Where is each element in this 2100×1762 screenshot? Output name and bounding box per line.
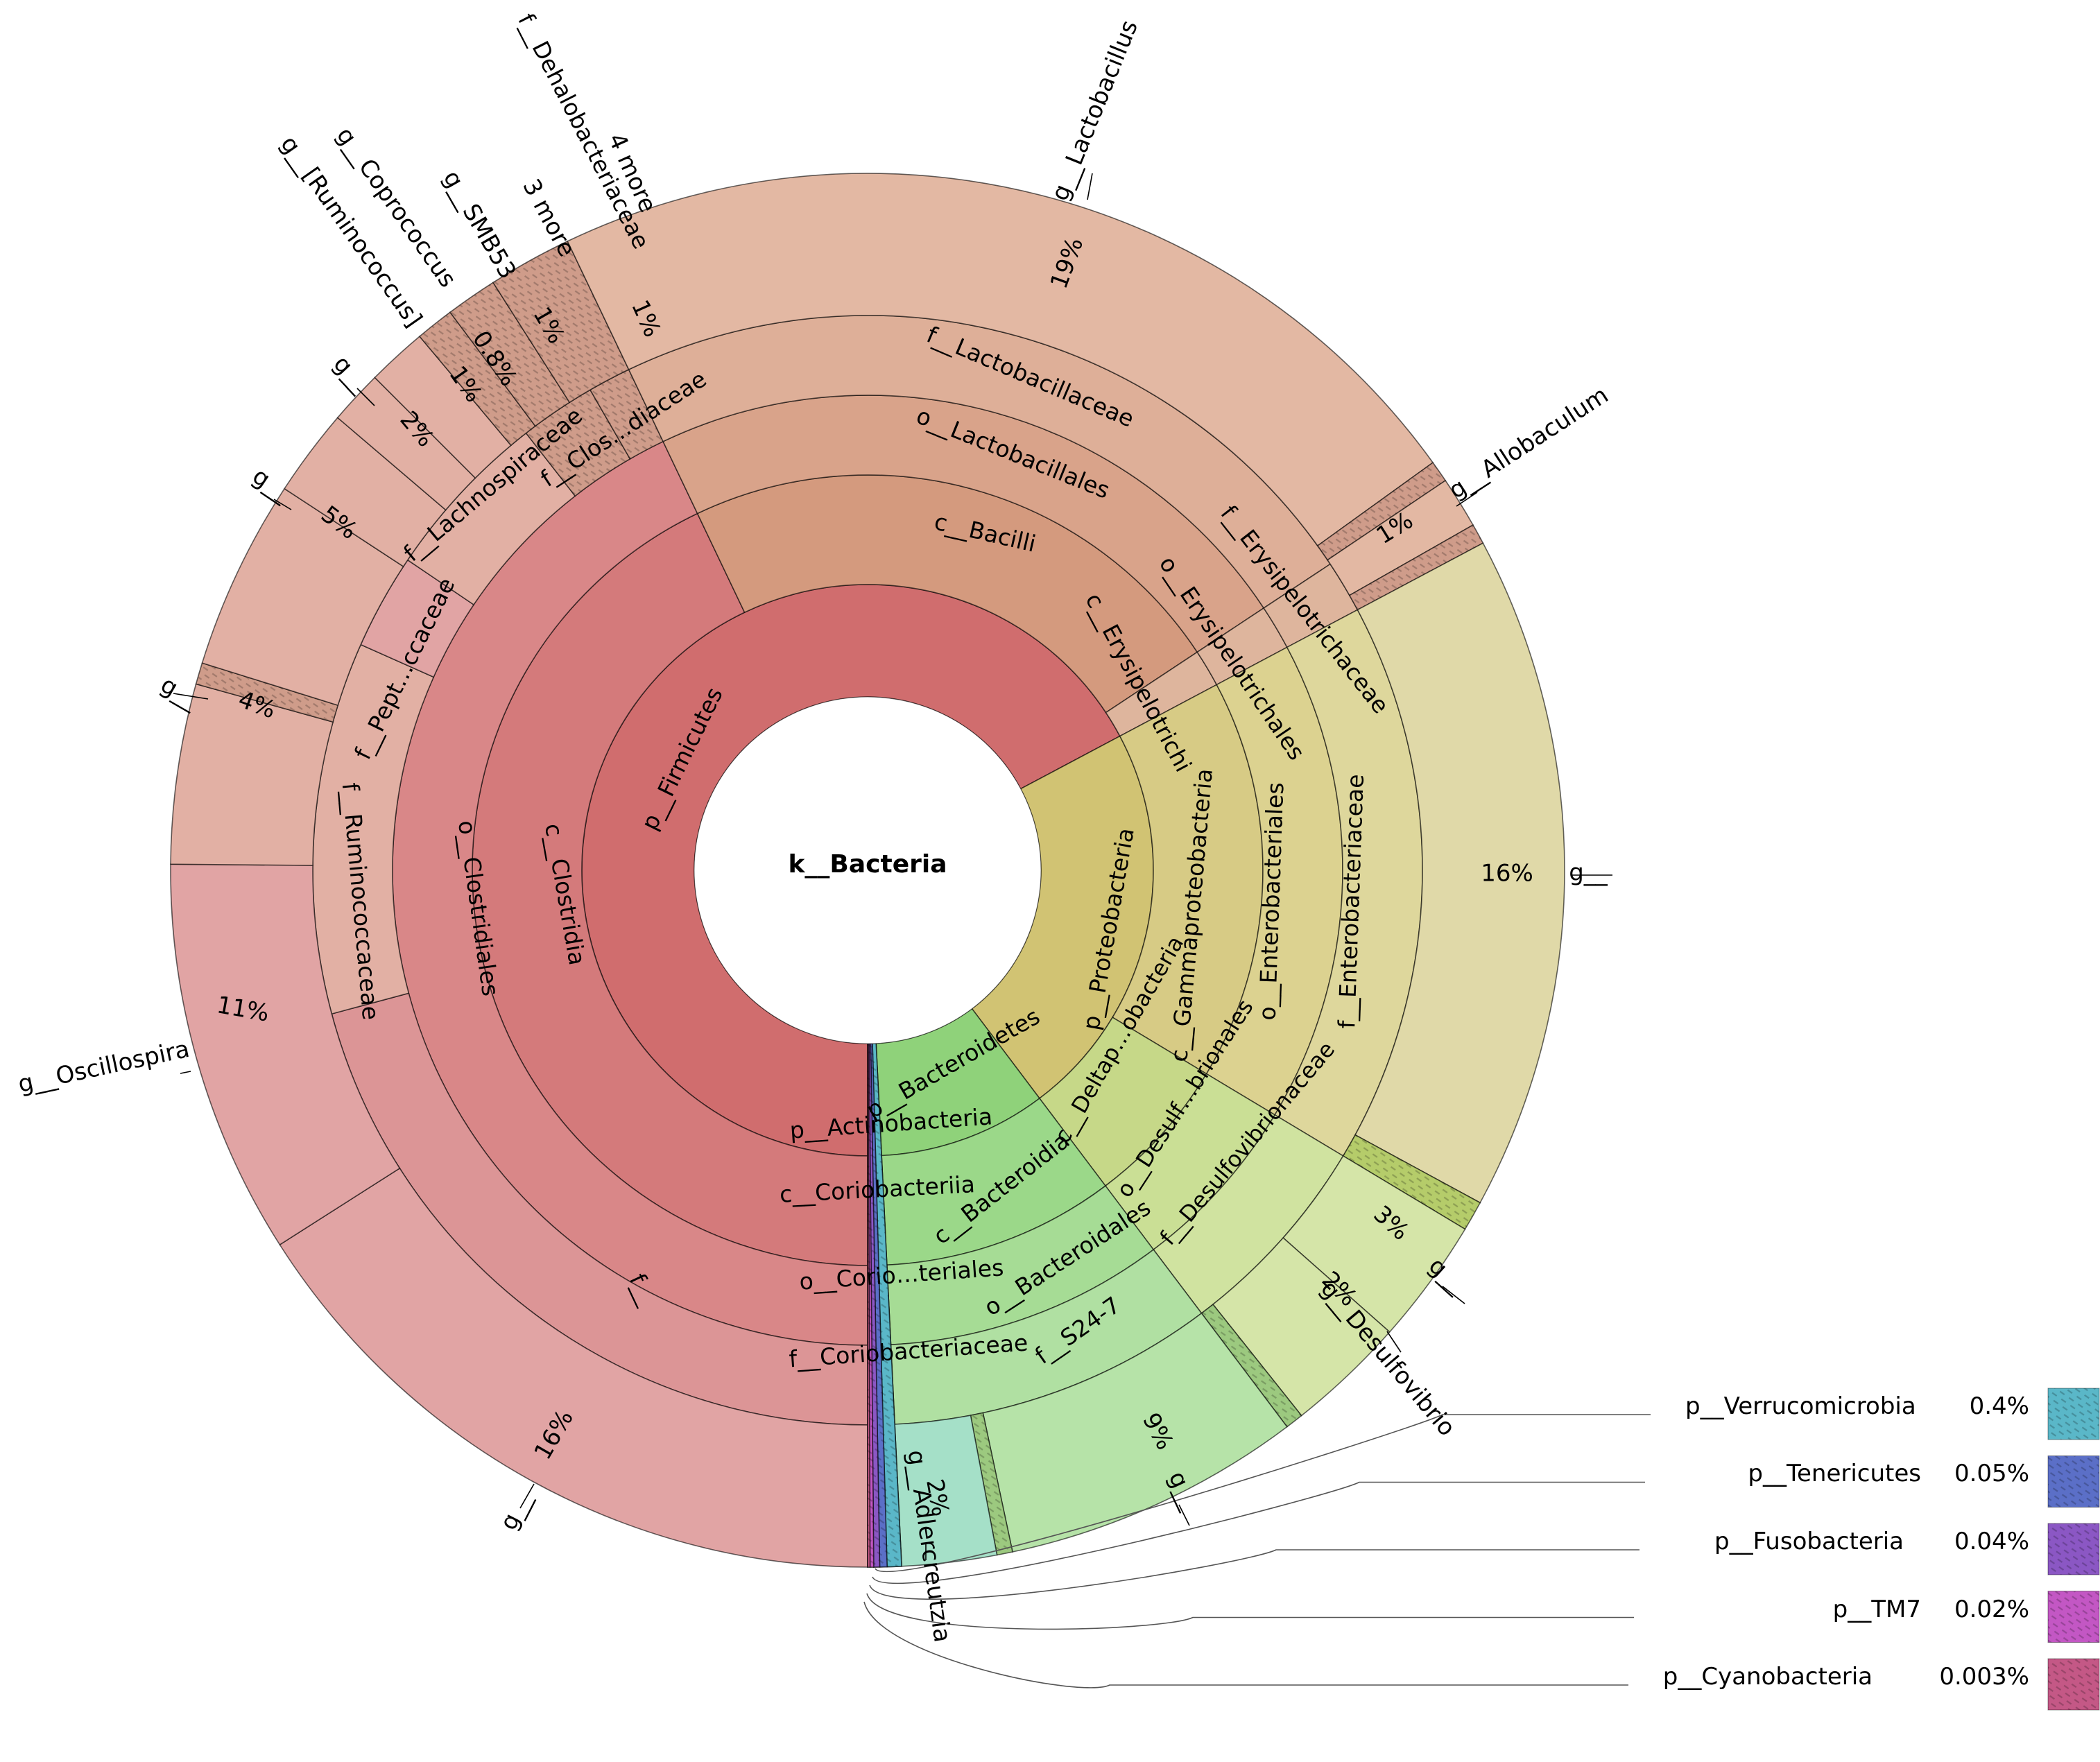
seg-p-tenericutes-hatch [870, 1043, 888, 1567]
seg-g-four-more-hatch [493, 241, 629, 403]
seg-g-lactobacillus[interactable] [567, 173, 1434, 547]
pct-entero: 16% [1481, 860, 1533, 888]
seg-g-blank-clostridiales[interactable] [279, 1167, 868, 1568]
seg-p-verrucomicrobia-hatch [872, 1043, 902, 1567]
legend-label-tm7: p__TM7 [1833, 1596, 1921, 1623]
seg-g-smb53-hatch [420, 312, 535, 446]
legend-leader-lines [863, 1414, 1651, 1688]
label-leader-tick-3 [1442, 1286, 1465, 1304]
label-leader-tick-8 [180, 1071, 191, 1074]
sunburst-rings [170, 173, 1565, 1568]
label-g-allobaculum: g__Allobaculum [1444, 381, 1613, 505]
legend-pct-cyanobacteria: 0.003% [1939, 1663, 2029, 1691]
seg-p-fusobacteria-hatch [869, 1044, 880, 1567]
seg-g-allobaculum-hatch-a-hatch [1317, 463, 1446, 560]
label-leader-tick-0 [1087, 173, 1093, 200]
seg-g-hatch-lime-hatch [1343, 1134, 1481, 1229]
legend-leader-tenericutes [872, 1481, 1645, 1584]
seg-g-allobaculum-hatch-b-hatch [1349, 525, 1483, 610]
seg-g-hatch-small-hatch [196, 663, 338, 723]
label-g-oscillospira: g__Oscillospira [16, 1035, 192, 1098]
seg-g-hatch-green-hatch [1201, 1304, 1302, 1427]
legend-swatch-hatch-tenericutes [2048, 1456, 2099, 1508]
legend: p__Verrucomicrobia 0.4% p__Tenericutes 0… [1663, 1392, 2029, 1691]
label-leader-tick-5 [1178, 1504, 1190, 1526]
legend-pct-verrucomicrobia: 0.4% [1970, 1392, 2029, 1420]
legend-pct-fusobacteria: 0.04% [1954, 1528, 2029, 1555]
center-hole [694, 696, 1042, 1044]
label-g-lactobacillus: g__Lactobacillus [1046, 17, 1144, 205]
label-g-entero-blank: g__ [1569, 859, 1608, 887]
label-leader-tick-1 [1456, 492, 1478, 507]
legend-swatch-hatch-tm7 [2048, 1591, 2099, 1643]
pct-adler-2: 2% [920, 1477, 954, 1519]
label-leader-tick-4 [1386, 1331, 1402, 1353]
legend-leader-verrucomicrobia [875, 1414, 1651, 1573]
center-label-bacteria: k__Bacteria [788, 850, 947, 879]
seg-g-blank-enterobacteriaceae[interactable] [1354, 542, 1565, 1204]
seg-p-cyanobacteria-hatch [868, 1044, 870, 1568]
legend-swatch-hatch-verrucomicrobia [2048, 1388, 2099, 1440]
seg-f-clostridiaceae-hatch [526, 390, 630, 496]
label-three-more: 3 more [517, 175, 580, 261]
label-leader-tick-11 [356, 388, 375, 406]
label-g-clos-blank: g__ [494, 1487, 537, 1535]
legend-leader-tm7 [866, 1593, 1634, 1630]
legend-swatch-hatch-cyanobacteria [2048, 1659, 2099, 1710]
label-leader-tick-9 [173, 693, 209, 700]
seg-g-hatch-green-b-hatch [970, 1413, 1013, 1555]
legend-label-fusobacteria: p__Fusobacteria [1714, 1528, 1904, 1555]
seg-g-three-more-hatch [450, 282, 570, 426]
seg-f-dehalobacteriaceae-hatch [590, 369, 664, 459]
legend-pct-tm7: 0.02% [1954, 1596, 2029, 1623]
label-leader-tick-7 [519, 1483, 535, 1509]
legend-swatch-hatch-fusobacteria [2048, 1523, 2099, 1575]
legend-label-tenericutes: p__Tenericutes [1748, 1460, 1921, 1487]
legend-leader-cyanobacteria [863, 1601, 1628, 1688]
legend-swatches [2047, 1388, 2100, 1711]
label-leader-tick-10 [273, 499, 292, 510]
legend-pct-tenericutes: 0.05% [1954, 1460, 2029, 1487]
legend-leader-fusobacteria [869, 1549, 1639, 1600]
legend-label-verrucomicrobia: p__Verrucomicrobia [1685, 1392, 1916, 1420]
legend-label-cyanobacteria: p__Cyanobacteria [1663, 1663, 1873, 1691]
